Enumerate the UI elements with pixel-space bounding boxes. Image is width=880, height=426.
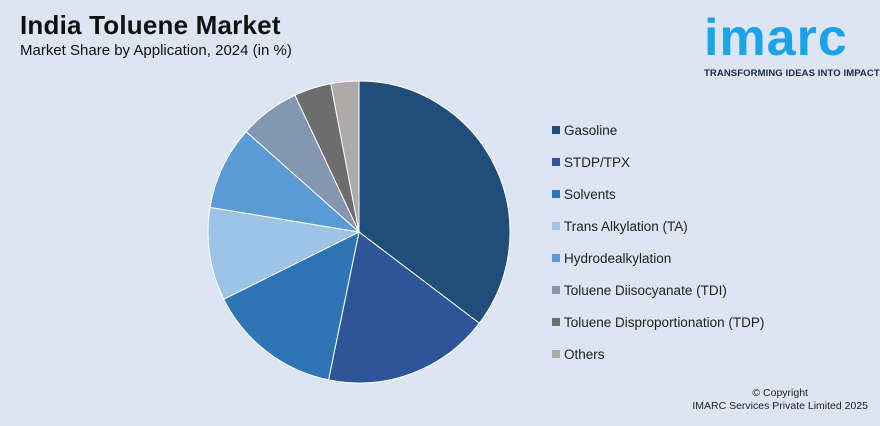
pie-slice-others [330,80,360,233]
legend-item: Solvents [552,178,764,210]
imarc-logo: imarc TRANSFORMING IDEAS INTO IMPACT [700,6,880,86]
legend-label: Toluene Disproportionation (TDP) [564,314,765,330]
chart-subtitle: Market Share by Application, 2024 (in %) [20,42,292,59]
logo-wordmark: imarc [704,9,848,67]
pie-slice-hydrodealkylation [209,130,361,233]
legend-item: Hydrodealkylation [552,242,764,274]
legend-swatch [552,254,560,262]
pie-slice-stdp-tpx [327,231,481,384]
legend-label: Gasoline [564,122,618,138]
legend-item: Toluene Disproportionation (TDP) [552,306,764,338]
pie-slice-trans-alkylation-ta [207,206,361,300]
chart-legend: Gasoline STDP/TPX Solvents Trans Alkylation… [552,114,764,370]
pie-slice-gasoline [358,80,511,324]
legend-item: Trans Alkylation (TA) [552,210,764,242]
company-line: IMARC Services Private Limited 2025 [692,400,868,412]
copyright-notice: © Copyright IMARC Services Private Limit… [692,387,868,413]
legend-item: Gasoline [552,114,764,146]
legend-item: Toluene Diisocyanate (TDI) [552,274,764,306]
legend-label: Hydrodealkylation [564,250,672,266]
legend-swatch [552,222,560,230]
legend-swatch [552,350,560,358]
chart-title: India Toluene Market [20,10,281,40]
legend-swatch [552,286,560,294]
legend-swatch [552,190,560,198]
legend-label: Trans Alkylation (TA) [564,218,688,234]
logo-tagline: TRANSFORMING IDEAS INTO IMPACT [704,68,880,79]
legend-item: Others [552,338,764,370]
legend-swatch [552,158,560,166]
legend-label: STDP/TPX [564,154,631,170]
legend-swatch [552,318,560,326]
pie-slice-solvents [223,231,360,381]
legend-label: Solvents [564,186,616,202]
copyright-line: © Copyright [752,387,808,399]
legend-item: STDP/TPX [552,146,764,178]
legend-swatch [552,126,560,134]
legend-label: Toluene Diisocyanate (TDI) [564,282,727,298]
legend-label: Others [564,346,605,362]
